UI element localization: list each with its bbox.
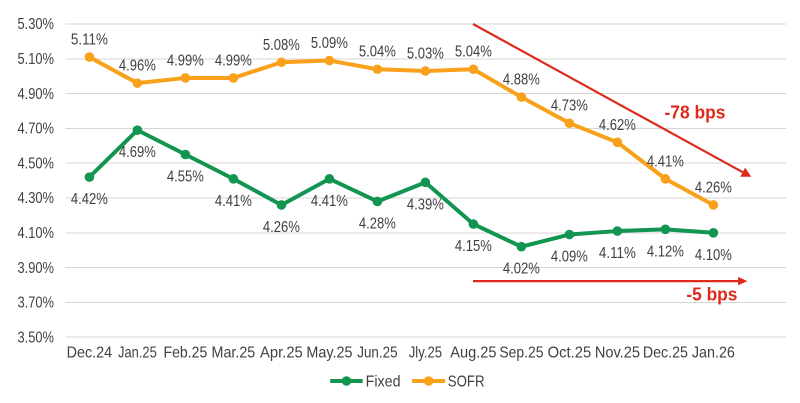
svg-text:May.25: May.25 (306, 345, 352, 362)
svg-text:Dec.25: Dec.25 (643, 345, 688, 362)
svg-text:4.69%: 4.69% (119, 144, 156, 161)
svg-text:5.09%: 5.09% (311, 35, 348, 52)
svg-text:5.08%: 5.08% (263, 37, 300, 54)
svg-text:SOFR: SOFR (448, 374, 485, 391)
svg-text:4.88%: 4.88% (503, 72, 540, 89)
svg-text:3.70%: 3.70% (18, 295, 55, 312)
svg-text:5.03%: 5.03% (407, 46, 444, 63)
svg-text:Mar.25: Mar.25 (212, 345, 256, 362)
svg-text:4.96%: 4.96% (119, 58, 156, 75)
svg-text:5.30%: 5.30% (18, 16, 55, 33)
svg-text:Jan.26: Jan.26 (692, 345, 735, 362)
svg-text:-5 bps: -5 bps (686, 285, 737, 305)
svg-text:4.41%: 4.41% (311, 193, 348, 210)
svg-text:Jun.25: Jun.25 (357, 345, 397, 362)
svg-text:5.04%: 5.04% (455, 44, 492, 61)
svg-text:4.26%: 4.26% (263, 219, 300, 236)
svg-text:4.10%: 4.10% (695, 247, 732, 264)
svg-text:Nov.25: Nov.25 (595, 345, 640, 362)
svg-text:5.10%: 5.10% (18, 51, 55, 68)
svg-text:4.10%: 4.10% (18, 225, 55, 242)
svg-text:4.02%: 4.02% (503, 261, 540, 278)
svg-text:4.99%: 4.99% (167, 52, 204, 69)
svg-text:Aug.25: Aug.25 (450, 345, 496, 362)
svg-text:5.11%: 5.11% (71, 32, 108, 49)
svg-text:Feb.25: Feb.25 (164, 345, 208, 362)
svg-text:4.41%: 4.41% (647, 153, 684, 170)
svg-text:4.39%: 4.39% (407, 196, 444, 213)
svg-text:4.55%: 4.55% (167, 169, 204, 186)
svg-text:4.09%: 4.09% (551, 249, 588, 266)
svg-text:4.70%: 4.70% (18, 121, 55, 138)
svg-text:4.99%: 4.99% (215, 52, 252, 69)
svg-text:3.50%: 3.50% (18, 329, 55, 346)
svg-text:4.42%: 4.42% (71, 191, 108, 208)
svg-text:4.26%: 4.26% (695, 180, 732, 197)
svg-text:5.04%: 5.04% (359, 44, 396, 61)
svg-text:4.73%: 4.73% (551, 98, 588, 115)
svg-text:-78 bps: -78 bps (665, 103, 726, 123)
svg-text:4.90%: 4.90% (18, 86, 55, 103)
svg-text:4.30%: 4.30% (18, 190, 55, 207)
svg-text:Jan.25: Jan.25 (118, 345, 157, 362)
svg-text:Dec.24: Dec.24 (67, 345, 113, 362)
svg-text:4.11%: 4.11% (599, 245, 636, 262)
svg-text:3.90%: 3.90% (18, 260, 55, 277)
svg-text:4.62%: 4.62% (599, 117, 636, 134)
svg-text:Apr.25: Apr.25 (260, 345, 303, 362)
svg-text:4.15%: 4.15% (455, 238, 492, 255)
svg-text:4.41%: 4.41% (215, 193, 252, 210)
svg-text:Sep.25: Sep.25 (499, 345, 543, 362)
svg-text:4.28%: 4.28% (359, 216, 396, 233)
svg-text:Oct.25: Oct.25 (548, 345, 592, 362)
svg-text:Jly.25: Jly.25 (409, 345, 442, 362)
svg-text:4.50%: 4.50% (18, 155, 55, 172)
svg-text:Fixed: Fixed (366, 374, 401, 391)
svg-text:4.12%: 4.12% (647, 243, 684, 260)
